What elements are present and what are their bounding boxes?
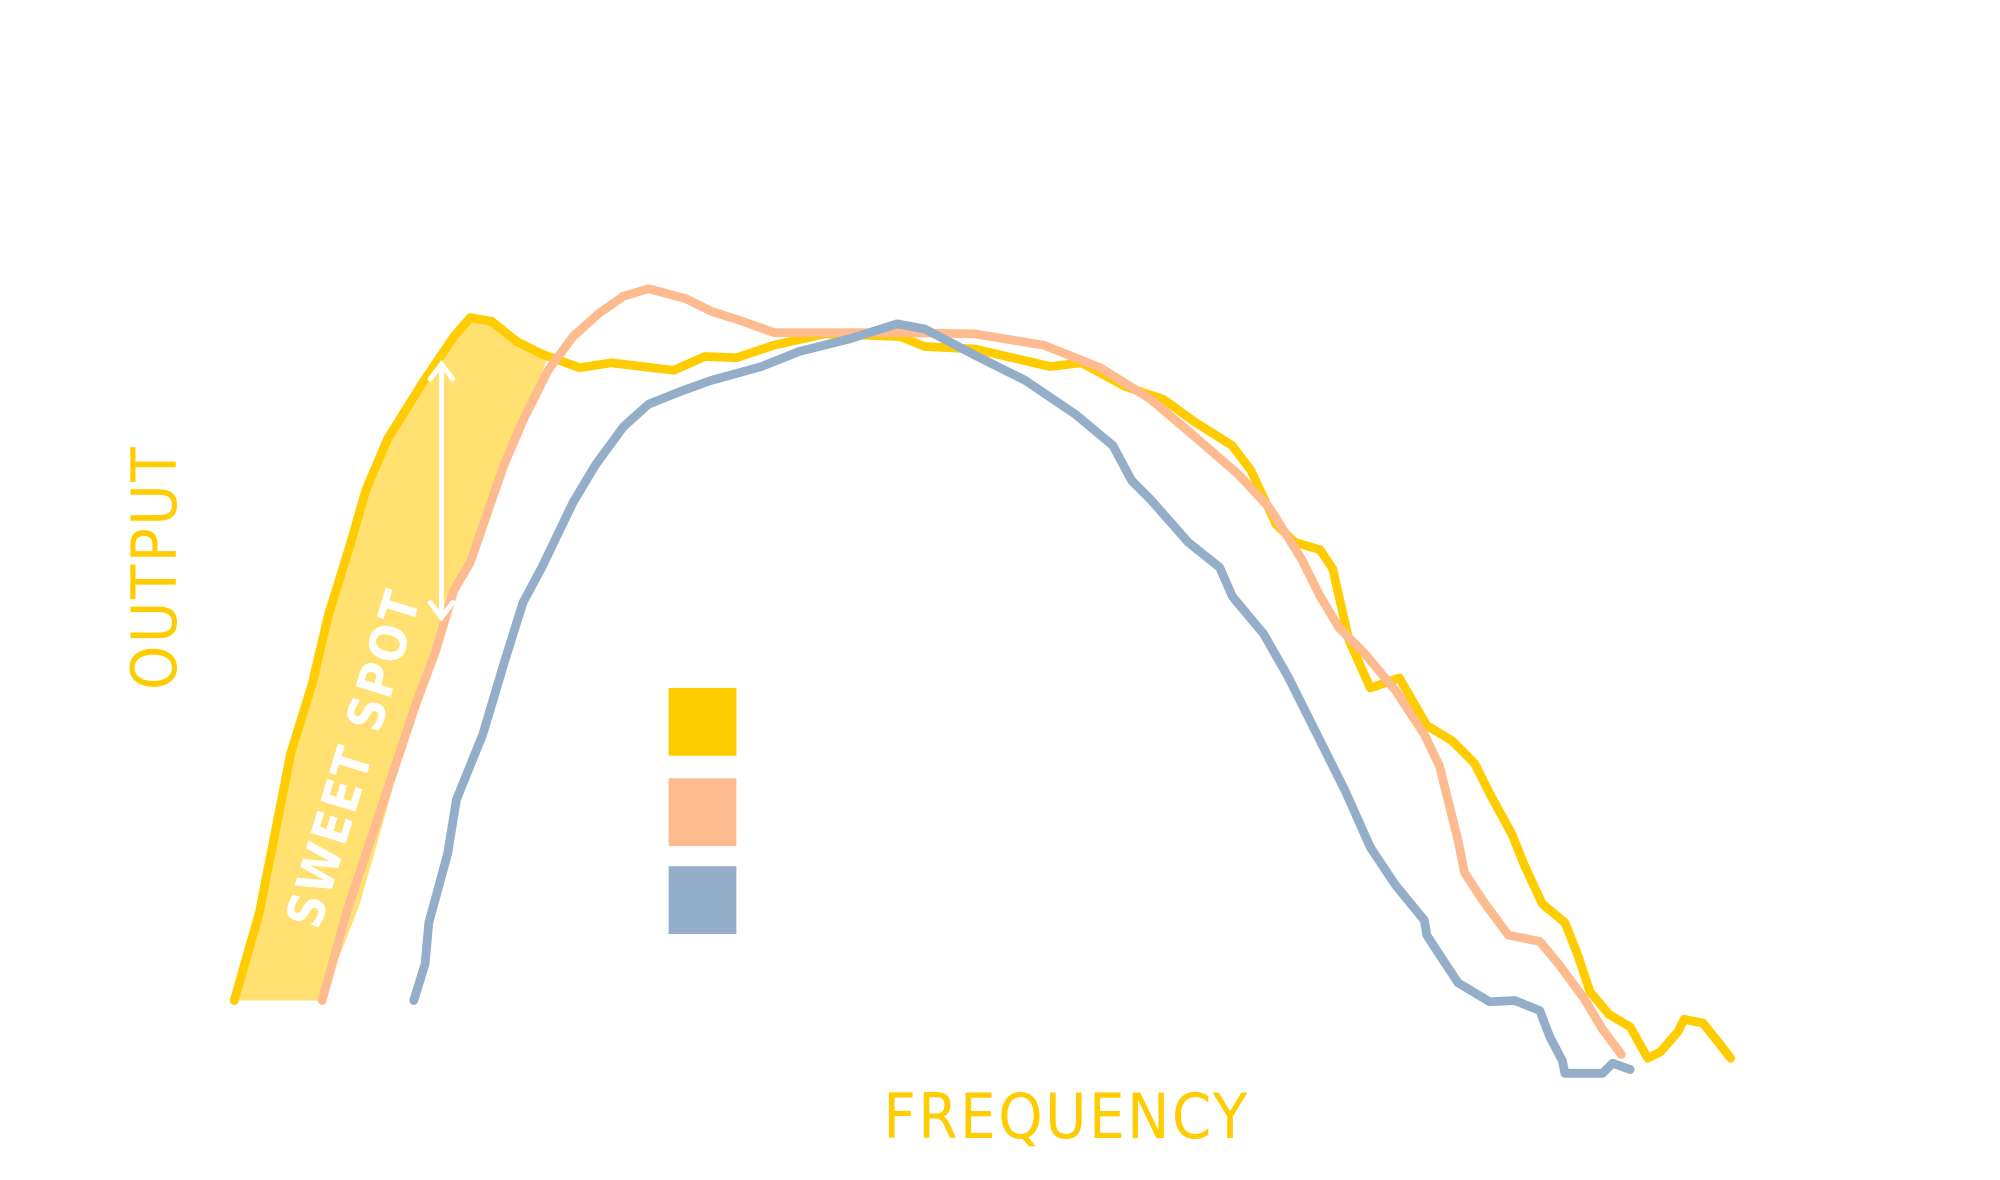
legend-swatch <box>668 866 737 934</box>
y-axis-label: OUTPUT <box>118 445 191 690</box>
legend-swatch <box>668 687 737 756</box>
sweet-spot-band <box>234 317 549 1001</box>
curve <box>409 319 1635 1078</box>
curve <box>229 313 1735 1063</box>
x-axis-label: FREQUENCY <box>883 1080 1249 1153</box>
arrow <box>427 359 456 622</box>
curve <box>317 284 1626 1059</box>
legend-swatch <box>668 778 737 847</box>
